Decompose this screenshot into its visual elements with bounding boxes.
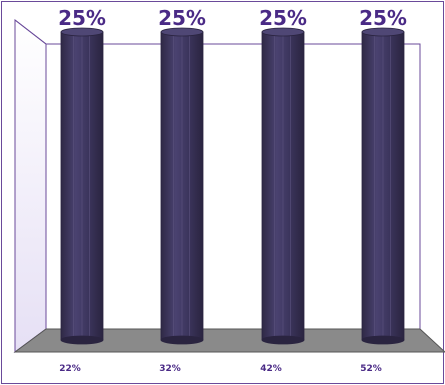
bar-1 [60,27,104,345]
bar-top [361,27,405,37]
bar-2 [160,27,204,345]
bar-base [361,335,405,345]
value-label: 25% [259,6,307,30]
bar-base [160,335,204,345]
bar-top [160,27,204,37]
bar-top [261,27,305,37]
bar-base [60,335,104,345]
value-label: 25% [359,6,407,30]
left-wall [14,18,47,353]
back-wall [45,43,421,330]
category-label: 42% [260,364,282,374]
category-label: 22% [59,364,81,374]
value-label: 25% [58,6,106,30]
bar-base [261,335,305,345]
wall-edge [14,19,47,45]
labels-group: 25% 22% 25% 32% 25% 42% 25% 52% [58,6,407,374]
bars-group [60,27,405,345]
bar-top [60,27,104,37]
value-label: 25% [158,6,206,30]
bar-4 [361,27,405,345]
category-label: 52% [360,364,382,374]
category-label: 32% [159,364,181,374]
bar-3 [261,27,305,345]
